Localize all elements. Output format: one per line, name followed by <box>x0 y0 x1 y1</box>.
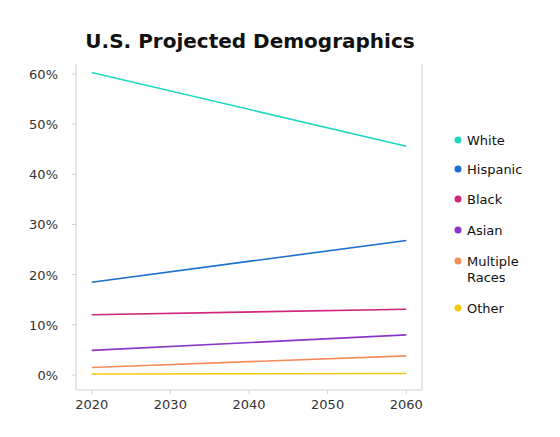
legend-label: White <box>467 133 505 148</box>
y-tick <box>72 324 76 325</box>
legend-marker <box>455 196 462 203</box>
x-tick <box>249 390 250 394</box>
x-tick-label: 2020 <box>75 397 108 412</box>
series-line <box>92 373 407 375</box>
y-tick-label: 50% <box>29 117 58 132</box>
legend-marker <box>455 305 462 312</box>
x-tick <box>327 390 328 394</box>
legend-marker <box>455 227 462 234</box>
legend-label-line: Multiple <box>467 254 519 269</box>
legend-label: MultipleRaces <box>467 254 519 285</box>
legend-label-line: Races <box>467 270 506 285</box>
x-tick-label: 2060 <box>390 397 423 412</box>
x-tick <box>170 390 171 394</box>
legend-marker <box>455 258 462 265</box>
x-tick <box>406 390 407 394</box>
axis-line <box>422 64 423 390</box>
y-tick <box>72 274 76 275</box>
x-tick-label: 2030 <box>154 397 187 412</box>
x-tick-label: 2050 <box>311 397 344 412</box>
series-line <box>92 73 407 147</box>
legend-marker <box>455 166 462 173</box>
series-line <box>92 241 407 283</box>
legend-marker <box>455 137 462 144</box>
y-tick <box>72 74 76 75</box>
y-tick-label: 0% <box>37 368 58 383</box>
y-tick-label: 10% <box>29 318 58 333</box>
legend-label: Hispanic <box>467 162 522 177</box>
series-line <box>92 335 407 351</box>
legend-label: Asian <box>467 223 502 238</box>
y-tick <box>72 224 76 225</box>
x-tick-label: 2040 <box>232 397 265 412</box>
y-tick-label: 20% <box>29 268 58 283</box>
y-tick-label: 60% <box>29 67 58 82</box>
x-tick <box>91 390 92 394</box>
y-tick-label: 40% <box>29 167 58 182</box>
y-tick <box>72 174 76 175</box>
legend-label: Black <box>467 192 503 207</box>
chart: U.S. Projected Demographics 0% 10% 20% 30% 40… <box>0 0 560 437</box>
plot-area <box>92 73 407 374</box>
y-tick-label: 30% <box>29 217 58 232</box>
series-line <box>92 309 407 315</box>
title: U.S. Projected Demographics <box>85 29 414 53</box>
axis-line <box>76 64 77 390</box>
y-tick <box>72 374 76 375</box>
series-line <box>92 356 407 368</box>
y-tick <box>72 124 76 125</box>
legend-label: Other <box>467 301 505 316</box>
